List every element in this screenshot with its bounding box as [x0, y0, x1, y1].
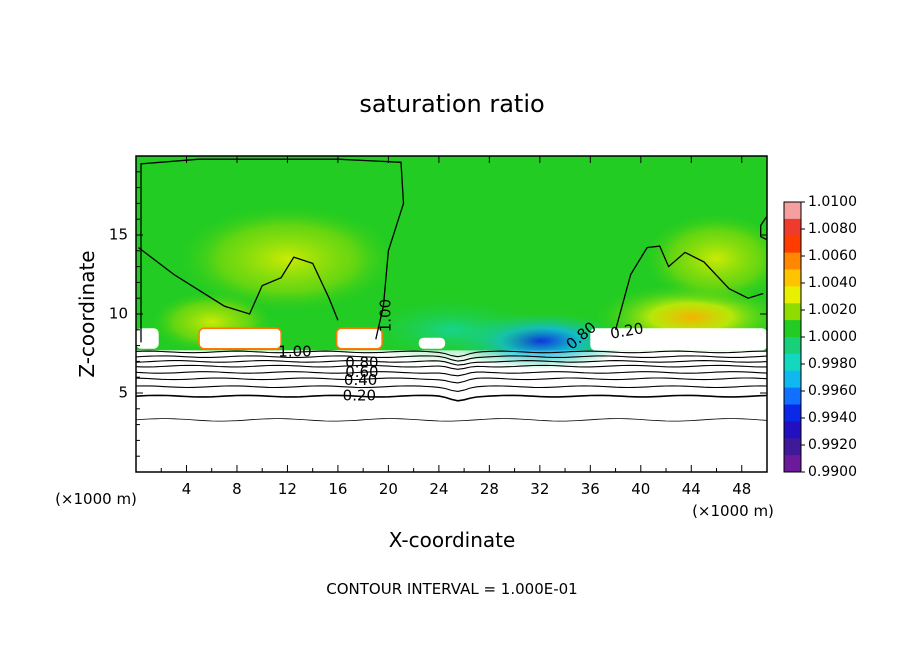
moist-patch-upper-left — [173, 203, 402, 314]
colorbar-swatch — [784, 218, 801, 237]
colorbar-swatch — [784, 202, 801, 220]
contour-line-0.3 — [136, 385, 767, 392]
y-axis: 5 10 15 — [109, 171, 767, 457]
contour-line-0.5 — [136, 371, 767, 377]
contour-label-0.20: 0.20 — [343, 387, 376, 405]
contour-line-0.2 — [136, 394, 767, 402]
colorbar-swatch — [784, 455, 801, 473]
contour-layer — [136, 158, 767, 422]
colorbar-label: 1.0080 — [808, 221, 857, 237]
contour-line-0.8 — [136, 355, 767, 362]
colorbar-label: 0.9900 — [808, 464, 857, 480]
colorbar-label: 0.9940 — [808, 410, 857, 426]
subsaturated-patch-teal — [350, 295, 553, 365]
colorbar-swatch — [784, 235, 801, 254]
contour-1.00-right-edge — [760, 215, 767, 241]
x-tick-label: 36 — [581, 480, 600, 498]
colorbar-label: 1.0020 — [808, 302, 857, 318]
x-tick-label: 8 — [232, 480, 242, 498]
x-tick-label: 40 — [631, 480, 650, 498]
colorbar-swatch — [784, 269, 801, 287]
contour-label-0.60: 0.60 — [345, 363, 378, 381]
x-tick-label: 28 — [480, 480, 499, 498]
x-tick-label: 12 — [278, 480, 297, 498]
contour-line-0.4 — [136, 377, 767, 384]
contour-label-1.00: 1.00 — [278, 342, 311, 360]
clear-pocket-3 — [335, 327, 383, 350]
y-axis-unit: (×1000 m) — [55, 490, 137, 508]
colorbar-swatch — [784, 252, 801, 270]
colorbar-swatch — [784, 303, 801, 321]
contour-label-0.20: 0.20 — [609, 319, 645, 343]
clear-pocket-2 — [198, 327, 282, 350]
colorbar-label: 1.0100 — [808, 194, 857, 210]
clear-pocket-1 — [136, 328, 159, 349]
y-tick-label: 5 — [118, 384, 128, 402]
y-axis-label: Z-coordinate — [75, 250, 99, 377]
x-tick-label: 24 — [429, 480, 448, 498]
contour-label-1.00: 1.00 — [376, 299, 394, 332]
x-tick-label: 4 — [182, 480, 192, 498]
y-tick-label: 15 — [109, 226, 128, 244]
colorbar-swatch — [784, 438, 801, 456]
x-tick-label: 16 — [328, 480, 347, 498]
y-tick-label: 10 — [109, 305, 128, 323]
x-axis: 4 8 12 16 20 24 28 32 36 40 44 48 — [160, 156, 751, 498]
colorbar-swatch — [784, 320, 801, 338]
colorbar: 1.0100 1.0080 1.0060 1.0040 1.0020 1.0000 0.99… — [783, 194, 857, 480]
plot-area — [136, 156, 767, 472]
x-tick-label: 32 — [530, 480, 549, 498]
colorbar-label: 1.0040 — [808, 275, 857, 291]
x-tick-label: 44 — [682, 480, 701, 498]
colorbar-swatch — [784, 353, 801, 372]
x-tick-label: 20 — [379, 480, 398, 498]
chart-title: saturation ratio — [359, 90, 544, 118]
colorbar-label: 1.0000 — [808, 329, 857, 345]
contour-1.00-left-plume — [140, 158, 405, 343]
colour-fill-layer — [136, 156, 767, 370]
colorbar-label: 0.9960 — [808, 383, 857, 399]
x-axis-unit: (×1000 m) — [692, 502, 774, 520]
contour-interval-note: CONTOUR INTERVAL = 1.000E-01 — [326, 580, 577, 598]
colorbar-label: 1.0060 — [808, 248, 857, 264]
contour-line-0.6 — [136, 364, 767, 370]
contour-line-0.7 — [136, 360, 767, 366]
colorbar-swatch — [784, 421, 801, 439]
contour-line-0.9 — [136, 350, 767, 358]
contour-label-0.40: 0.40 — [344, 371, 377, 389]
colorbar-swatch — [784, 387, 801, 405]
x-tick-label: 48 — [732, 480, 751, 498]
colorbar-swatch — [784, 404, 801, 422]
colorbar-label: 0.9980 — [808, 356, 857, 372]
clear-pocket-5 — [590, 328, 767, 351]
x-axis-label: X-coordinate — [389, 528, 516, 552]
colorbar-swatch — [784, 370, 801, 389]
supersaturated-patch-upper-right — [640, 211, 767, 307]
colorbar-label: 0.9920 — [808, 437, 857, 453]
colorbar-swatch — [784, 286, 801, 304]
colorbar-swatch — [784, 337, 801, 355]
contour-label-0.80: 0.80 — [345, 353, 378, 371]
contour-line-0.1 — [136, 418, 767, 422]
contour-1.00-right — [614, 245, 764, 330]
clear-pocket-4 — [418, 337, 446, 349]
contour-1.00-left-hump — [138, 247, 339, 321]
